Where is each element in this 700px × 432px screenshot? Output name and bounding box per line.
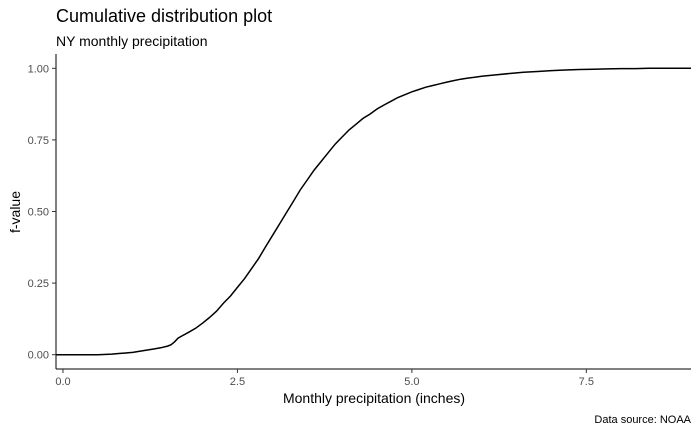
chart-subtitle: NY monthly precipitation <box>56 33 207 49</box>
x-tick-label: 2.5 <box>230 376 245 388</box>
x-axis-title: Monthly precipitation (inches) <box>283 390 465 406</box>
x-tick-label: 0.0 <box>55 376 70 388</box>
plot-area: 0.00 0.25 0.50 0.75 1.00 0.0 2.5 5.0 7.5 <box>28 54 691 388</box>
y-tick-label: 0.50 <box>28 207 49 219</box>
y-tick-label: 1.00 <box>28 63 49 75</box>
x-tick-label: 7.5 <box>579 376 594 388</box>
y-tick-label: 0.25 <box>28 278 49 290</box>
y-tick-label: 0.00 <box>28 350 49 362</box>
y-tick-label: 0.75 <box>28 135 49 147</box>
y-axis-title: f-value <box>7 191 23 233</box>
chart-caption: Data source: NOAA <box>594 414 691 426</box>
x-tick-label: 5.0 <box>404 376 419 388</box>
cdf-series-line <box>56 67 691 356</box>
x-ticks: 0.0 2.5 5.0 7.5 <box>55 369 594 388</box>
y-ticks: 0.00 0.25 0.50 0.75 1.00 <box>28 63 56 362</box>
chart-title: Cumulative distribution plot <box>56 6 272 26</box>
